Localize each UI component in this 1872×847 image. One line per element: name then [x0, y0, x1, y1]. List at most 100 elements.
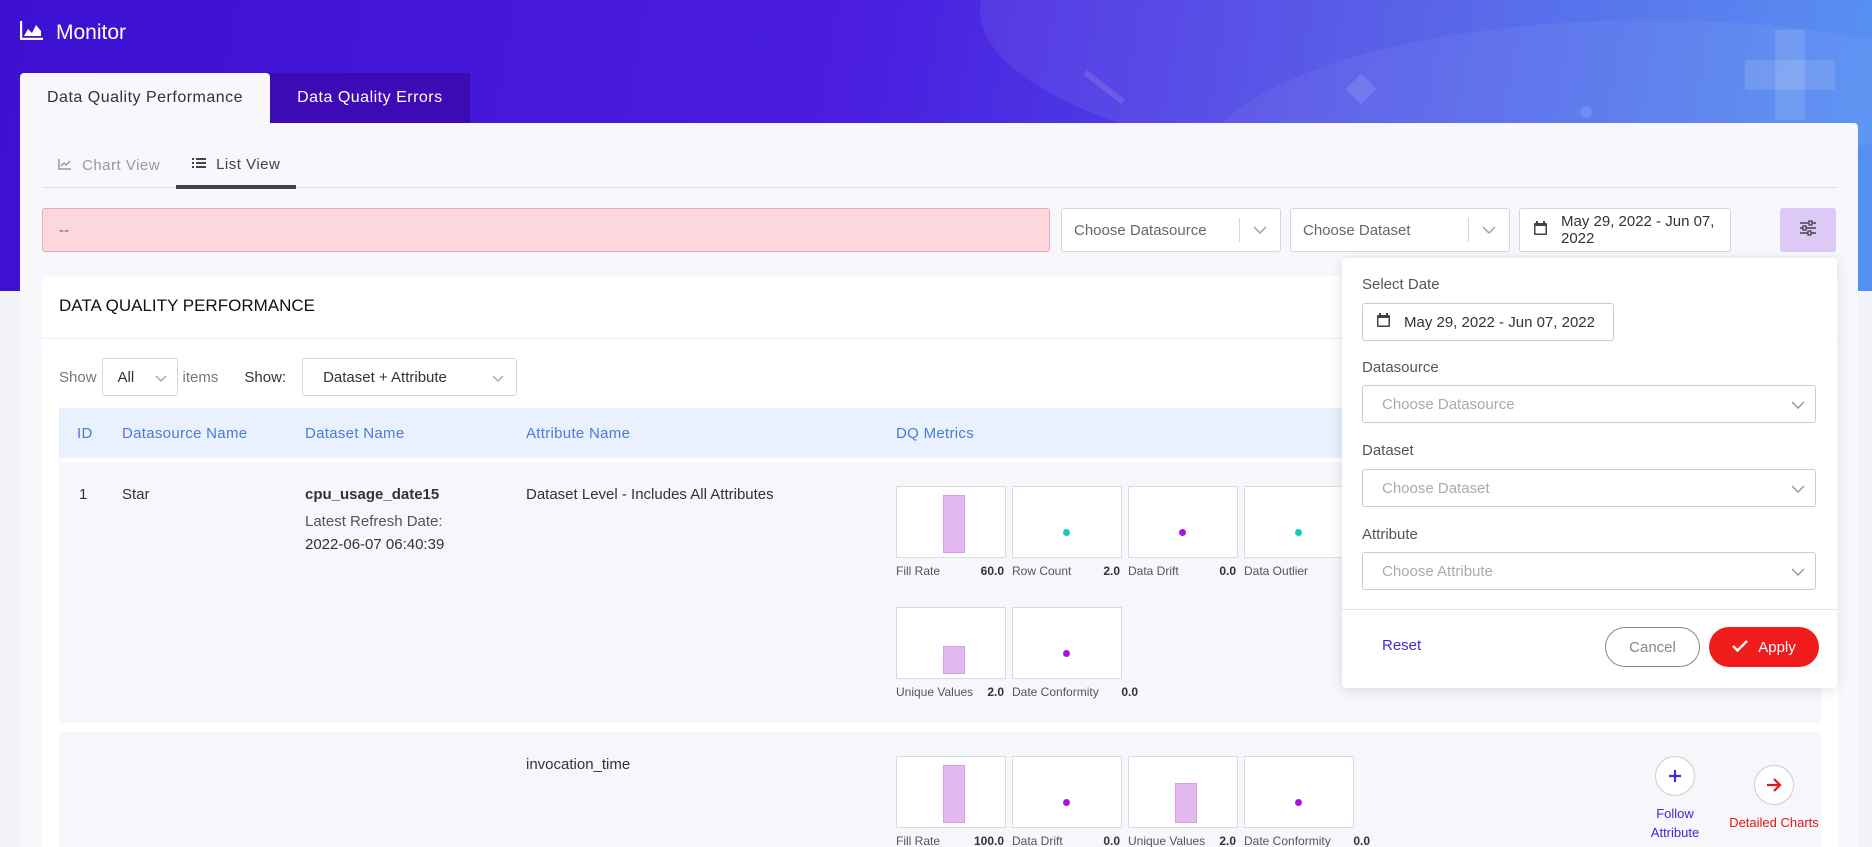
data-drift-chart[interactable]	[1128, 486, 1238, 558]
metric-value: 0.0	[1219, 564, 1236, 578]
fill-rate-chart[interactable]	[896, 756, 1006, 828]
popup-date-picker[interactable]: May 29, 2022 - Jun 07, 2022	[1362, 303, 1614, 341]
cancel-button[interactable]: Cancel	[1605, 627, 1700, 667]
metric-name: Data Drift	[1128, 564, 1179, 578]
plus-icon	[1655, 756, 1695, 796]
banner-dot	[1580, 106, 1592, 118]
metric-name: Unique Values	[896, 685, 974, 699]
metric-value: 100.0	[973, 834, 1004, 847]
metric-value: 0.0	[1121, 685, 1138, 699]
select-separator	[1468, 218, 1469, 242]
error-message: --	[42, 208, 1050, 252]
chart-point	[1063, 799, 1070, 806]
metric-label: Date Conformity 0.0	[1244, 834, 1374, 847]
unique-values-chart[interactable]	[896, 607, 1006, 679]
metric-label: Data Outlier	[1244, 564, 1356, 578]
metric-value: 2.0	[1103, 564, 1120, 578]
chevron-down-icon	[1791, 480, 1805, 497]
follow-attribute-button[interactable]: Follow Attribute	[1630, 756, 1720, 842]
fill-rate-chart[interactable]	[896, 486, 1006, 558]
panel-title: DATA QUALITY PERFORMANCE	[59, 296, 315, 315]
datasource-select-placeholder: Choose Datasource	[1074, 221, 1207, 239]
tab-chart-view[interactable]: Chart View	[42, 143, 176, 188]
filter-popup: Select Date May 29, 2022 - Jun 07, 2022 …	[1342, 258, 1837, 688]
detailed-charts-button[interactable]: Detailed Charts	[1719, 765, 1829, 832]
filter-toggle-button[interactable]	[1780, 208, 1836, 252]
metric-name: Data Outlier	[1244, 564, 1309, 578]
popup-dataset-select[interactable]: Choose Dataset	[1362, 469, 1816, 507]
chart-bar	[1175, 783, 1197, 823]
data-outlier-chart[interactable]	[1244, 486, 1354, 558]
divider	[1342, 609, 1837, 610]
divider	[42, 338, 1839, 339]
select-date-label: Select Date	[1362, 276, 1440, 293]
tab-list-view[interactable]: List View	[176, 143, 297, 189]
metric-label: Unique Values 2.0	[1128, 834, 1240, 847]
metric-name: Row Count	[1012, 564, 1072, 578]
show-controls: Show All items Show: Dataset + Attribute	[59, 358, 518, 396]
chevron-down-icon	[1791, 396, 1805, 413]
metric-value: 0.0	[1353, 834, 1370, 847]
app-title: Monitor	[56, 21, 127, 44]
date-conformity-chart[interactable]	[1012, 607, 1122, 679]
items-label: items	[182, 368, 219, 386]
area-chart-icon	[19, 20, 44, 46]
apply-label: Apply	[1758, 638, 1796, 656]
metric-value: 2.0	[987, 685, 1004, 699]
detailed-charts-label: Detailed Charts	[1729, 815, 1819, 830]
header-attribute-name[interactable]: Attribute Name	[526, 424, 631, 442]
metric-value: 2.0	[1219, 834, 1236, 847]
row-refresh-date: 2022-06-07 06:40:39	[305, 536, 445, 553]
popup-dataset-placeholder: Choose Dataset	[1382, 479, 1490, 497]
chevron-down-icon	[1469, 226, 1509, 234]
metric-label: Fill Rate 60.0	[896, 564, 1008, 578]
popup-datasource-select[interactable]: Choose Datasource	[1362, 385, 1816, 423]
metric-label: Row Count 2.0	[1012, 564, 1124, 578]
data-drift-chart[interactable]	[1012, 756, 1122, 828]
show-mode-select[interactable]: Dataset + Attribute	[302, 358, 518, 396]
metric-name: Fill Rate	[896, 834, 941, 847]
check-icon	[1732, 639, 1749, 656]
metric-name: Fill Rate	[896, 564, 941, 578]
row-datasource: Star	[122, 486, 150, 503]
date-conformity-chart[interactable]	[1244, 756, 1354, 828]
metric-label: Data Drift 0.0	[1012, 834, 1124, 847]
show-label: Show	[59, 368, 97, 386]
calendar-icon	[1534, 221, 1547, 239]
header-dataset-name[interactable]: Dataset Name	[305, 424, 405, 442]
row-count-chart[interactable]	[1012, 486, 1122, 558]
header-datasource-name[interactable]: Datasource Name	[122, 424, 248, 442]
chevron-down-icon	[1240, 226, 1280, 234]
show-mode-value: Dataset + Attribute	[323, 368, 447, 386]
datasource-select[interactable]: Choose Datasource	[1061, 208, 1281, 252]
popup-attribute-select[interactable]: Choose Attribute	[1362, 552, 1816, 590]
unique-values-chart[interactable]	[1128, 756, 1238, 828]
line-chart-icon	[58, 157, 72, 174]
metric-label: Fill Rate 100.0	[896, 834, 1008, 847]
tab-data-quality-performance[interactable]: Data Quality Performance	[20, 73, 271, 123]
header-id[interactable]: ID	[77, 424, 93, 442]
chart-bar	[943, 495, 965, 553]
chart-point	[1295, 529, 1302, 536]
calendar-icon	[1377, 313, 1390, 331]
dataset-select[interactable]: Choose Dataset	[1290, 208, 1510, 252]
apply-button[interactable]: Apply	[1709, 627, 1819, 667]
row-attribute: Dataset Level - Includes All Attributes	[526, 486, 774, 503]
metric-value: 60.0	[980, 564, 1004, 578]
chart-bar	[943, 765, 965, 823]
row-attribute: invocation_time	[526, 756, 631, 773]
reset-button[interactable]: Reset	[1382, 637, 1422, 654]
items-per-page-select[interactable]: All	[101, 358, 178, 396]
chevron-down-icon	[492, 369, 504, 386]
row-refresh-label: Latest Refresh Date:	[305, 513, 443, 530]
chart-point	[1063, 529, 1070, 536]
tab-data-quality-errors[interactable]: Data Quality Errors	[270, 73, 470, 123]
follow-label: Follow	[1656, 806, 1694, 821]
row-dataset[interactable]: cpu_usage_date15	[305, 486, 440, 503]
date-range-picker[interactable]: May 29, 2022 - Jun 07, 2022	[1519, 208, 1731, 252]
chart-bar	[943, 646, 965, 674]
items-per-page-value: All	[117, 368, 135, 386]
view-tabs: Chart View List View	[42, 143, 1838, 189]
attribute-label: Attribute	[1362, 526, 1418, 543]
header-dq-metrics[interactable]: DQ Metrics	[896, 424, 974, 442]
